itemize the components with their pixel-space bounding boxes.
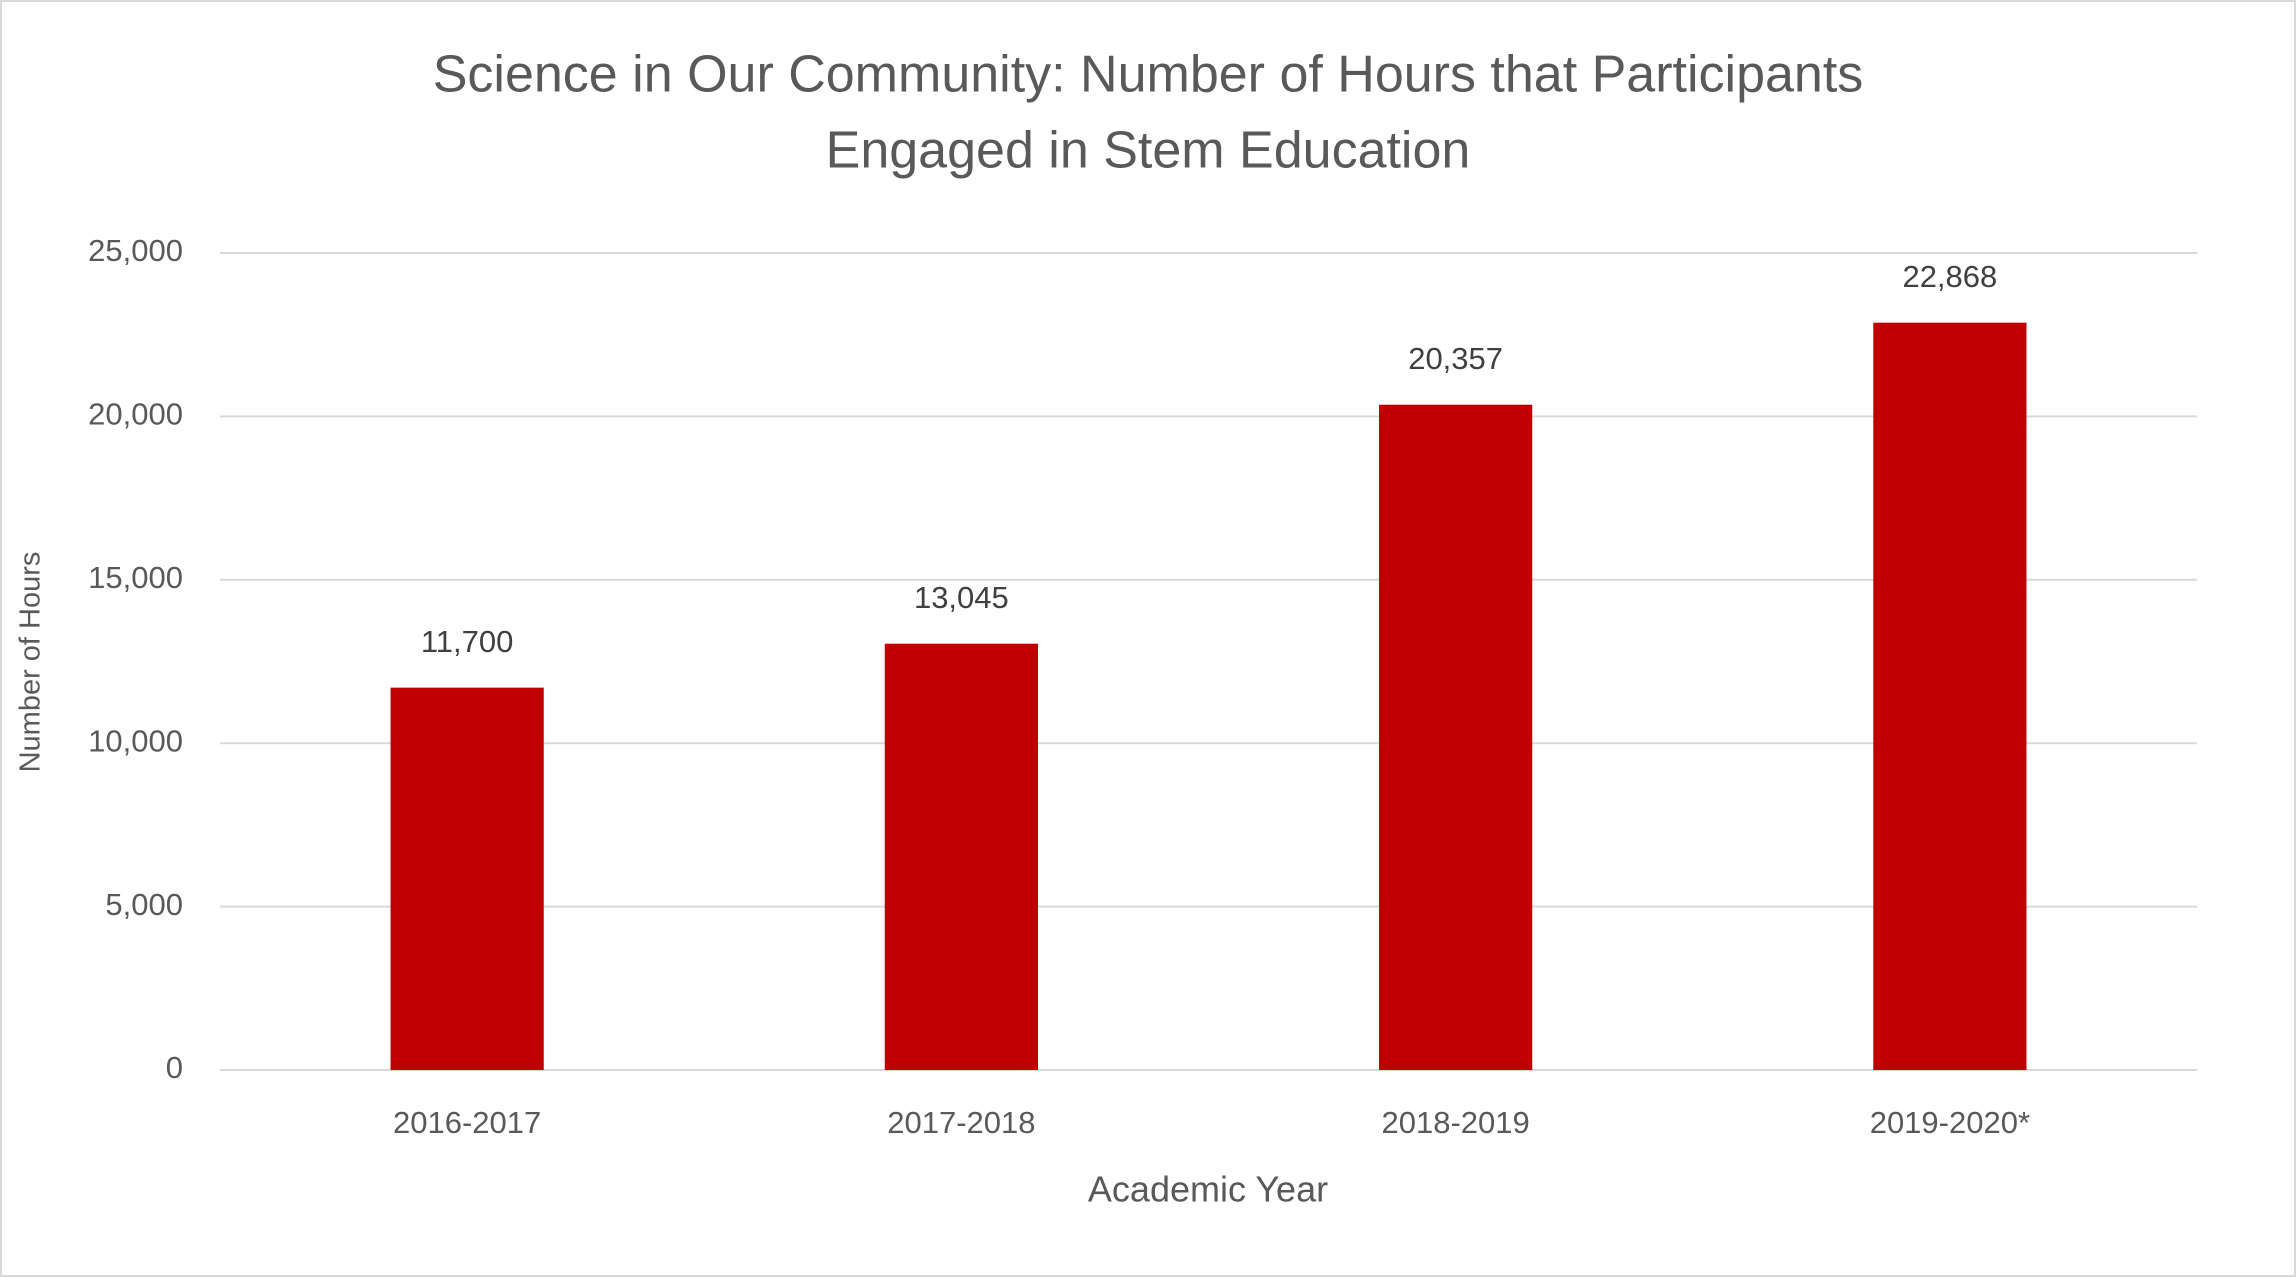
data-label: 22,868 [1902,259,1997,294]
y-tick-label: 0 [166,1050,183,1085]
y-tick-label: 15,000 [88,560,183,595]
bar [884,643,1038,1070]
data-label: 13,045 [914,580,1009,615]
x-tick-label: 2016-2017 [393,1105,541,1140]
y-tick-label: 10,000 [88,723,183,758]
y-tick-label: 25,000 [88,233,183,268]
bar [1873,322,2027,1070]
bar [1379,404,1533,1070]
x-tick-label: 2019-2020* [1870,1105,2030,1140]
chart-title: Science in Our Community: Number of Hour… [433,46,1864,104]
x-tick-label: 2017-2018 [887,1105,1035,1140]
bar [390,687,544,1070]
chart-title: Engaged in Stem Education [826,122,1471,180]
x-tick-label: 2018-2019 [1382,1105,1530,1140]
x-axis-title: Academic Year [1088,1169,1328,1210]
y-tick-label: 20,000 [88,397,183,432]
y-axis-title: Number of Hours [15,552,47,773]
y-tick-label: 5,000 [105,887,183,922]
data-label: 11,700 [421,624,514,659]
data-label: 20,357 [1408,341,1503,376]
